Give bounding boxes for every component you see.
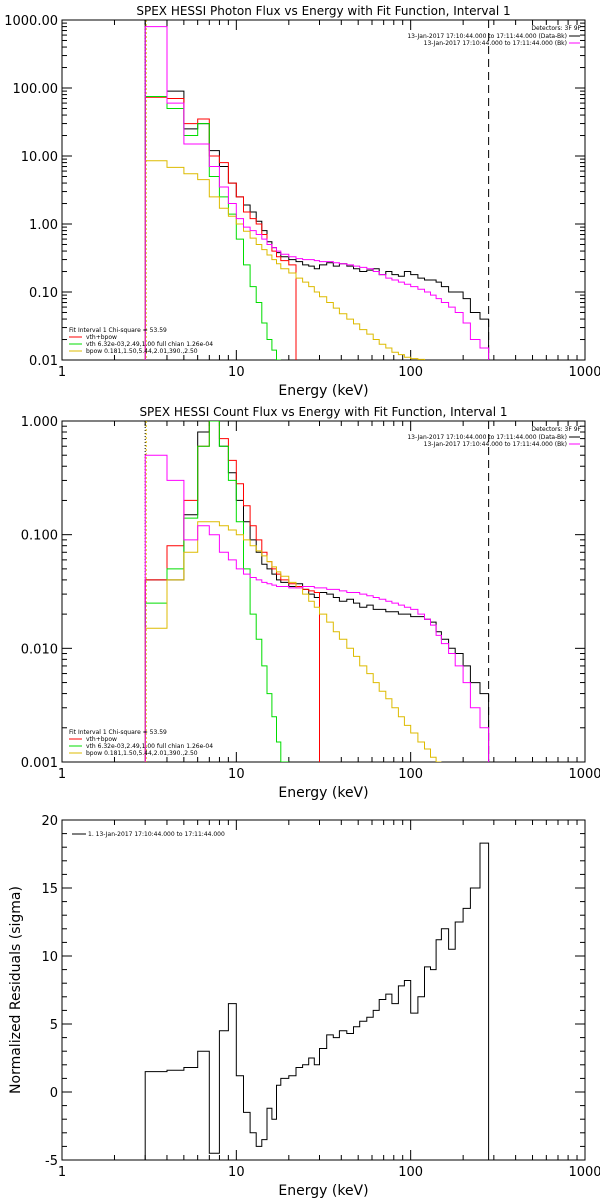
legend-entry: vth 6.32e-03,2.49,1.00 full chian 1.26e-… <box>86 743 213 750</box>
x-tick-label: 100 <box>398 365 423 380</box>
legend-header: Detectors: 3F 9F <box>531 426 581 433</box>
y-tick-label: 10 <box>41 950 58 965</box>
legend-bottom: Fit Interval 1 Chi-square = 53.59vth+bpo… <box>69 327 213 355</box>
legend-entry: vth 6.32e-03,2.49,1.00 full chian 1.26e-… <box>86 341 213 348</box>
chart-3: 1 10 100 1000 Energy (keV) -5 0 5 10 15 20 Normaliz… <box>8 814 600 1199</box>
plot-area <box>144 20 490 360</box>
series-bpow <box>144 521 442 762</box>
y-tick-label: 20 <box>41 814 58 829</box>
x-tick-label: 1000 <box>568 365 600 380</box>
plot-frame <box>61 19 586 361</box>
y-tick-label: 0 <box>50 1086 58 1101</box>
series-vth-bpow <box>144 96 297 360</box>
series-data-bk <box>144 20 490 360</box>
series-data-bk <box>144 421 490 762</box>
x-tick-label: 10 <box>228 1165 245 1180</box>
chart-2: SPEX HESSI Count Flux vs Energy with Fit… <box>21 405 600 801</box>
legend-entry: bpow 0.181,1.50,5.44,2.01,390.,2.50 <box>86 750 198 757</box>
series-vth-bpow <box>144 421 320 762</box>
legend-header: Detectors: 3F 9F <box>531 25 581 32</box>
legend-header: Fit Interval 1 Chi-square = 53.59 <box>69 327 167 334</box>
legend-entry: 13-Jan-2017 17:10:44.000 to 17:11:44.000… <box>407 434 567 441</box>
legend-entry: vth+bpow <box>86 334 117 341</box>
x-tick-label: 10 <box>228 767 245 782</box>
y-tick-label: 100.00 <box>13 82 59 97</box>
y-tick-label: 0.001 <box>21 756 58 771</box>
y-tick-label: 1000.00 <box>4 14 58 29</box>
y-tick-label: 10.00 <box>21 150 58 165</box>
legend-header: Fit Interval 1 Chi-square = 53.59 <box>69 729 167 736</box>
plot-frame <box>61 819 586 1161</box>
x-axis-label: Energy (keV) <box>278 785 368 801</box>
plot-frame <box>61 420 586 763</box>
plot-area <box>144 421 490 762</box>
x-tick-label: 1 <box>58 1165 66 1180</box>
x-tick-label: 1 <box>58 365 66 380</box>
series-vth <box>144 421 289 762</box>
legend-entry: 13-Jan-2017 17:10:44.000 to 17:11:44.000… <box>424 40 567 47</box>
series-bk <box>144 26 490 360</box>
y-axis-label: Normalized Residuals (sigma) <box>8 886 24 1094</box>
legend-bottom: Fit Interval 1 Chi-square = 53.59vth+bpo… <box>69 729 213 757</box>
chart-title: SPEX HESSI Photon Flux vs Energy with Fi… <box>136 4 510 18</box>
series-bk <box>144 454 490 762</box>
y-tick-label: 1.000 <box>21 415 58 430</box>
legend-entry: 13-Jan-2017 17:10:44.000 to 17:11:44.000… <box>424 441 567 448</box>
chart-title: SPEX HESSI Count Flux vs Energy with Fit… <box>139 405 507 419</box>
y-tick-label: 0.01 <box>29 354 58 369</box>
x-axis-label: Energy (keV) <box>278 383 368 399</box>
chart-1: SPEX HESSI Photon Flux vs Energy with Fi… <box>4 4 600 399</box>
series-bpow <box>144 160 425 360</box>
series-vth <box>144 96 281 360</box>
y-tick-label: 0.010 <box>21 642 58 657</box>
legend-entry: bpow 0.181,1.50,5.44,2.01,390.,2.50 <box>86 348 198 355</box>
legend-entry: 1. 13-Jan-2017 17:10:44.000 to 17:11:44.… <box>88 831 225 838</box>
y-tick-label: -5 <box>45 1154 58 1169</box>
plot-area <box>144 842 490 1160</box>
y-tick-label: 1.00 <box>29 218 58 233</box>
x-tick-label: 1000 <box>568 767 600 782</box>
x-tick-label: 100 <box>398 1165 423 1180</box>
legend-entry: 13-Jan-2017 17:10:44.000 to 17:11:44.000… <box>407 33 567 40</box>
y-tick-label: 5 <box>50 1018 58 1033</box>
x-axis-label: Energy (keV) <box>278 1183 368 1199</box>
x-tick-label: 1 <box>58 767 66 782</box>
legend: 1. 13-Jan-2017 17:10:44.000 to 17:11:44.… <box>72 831 225 838</box>
legend-entry: vth+bpow <box>86 736 117 743</box>
y-tick-label: 15 <box>41 882 58 897</box>
y-tick-label: 0.10 <box>29 286 58 301</box>
x-tick-label: 10 <box>228 365 245 380</box>
series-residuals <box>144 842 490 1160</box>
x-tick-label: 1000 <box>568 1165 600 1180</box>
y-tick-label: 0.100 <box>21 529 58 544</box>
x-tick-label: 100 <box>398 767 423 782</box>
